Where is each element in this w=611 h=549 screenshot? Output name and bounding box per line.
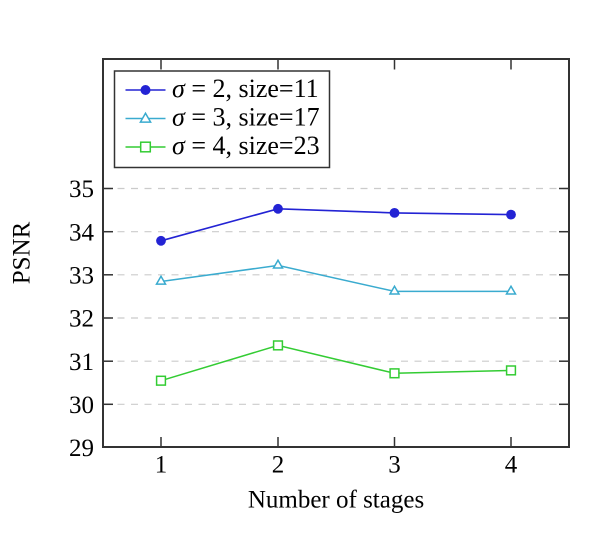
svg-text:σ = 4, size=23: σ = 4, size=23	[172, 131, 320, 160]
svg-text:σ = 2, size=11: σ = 2, size=11	[172, 74, 319, 103]
svg-text:32: 32	[69, 306, 94, 333]
svg-text:30: 30	[69, 392, 94, 419]
svg-text:4: 4	[505, 452, 518, 479]
svg-text:34: 34	[69, 219, 95, 246]
svg-text:29: 29	[69, 435, 94, 462]
svg-text:PSNR: PSNR	[9, 221, 36, 284]
svg-text:1: 1	[155, 452, 168, 479]
svg-text:σ = 3, size=17: σ = 3, size=17	[172, 103, 320, 132]
svg-text:33: 33	[69, 263, 94, 290]
svg-text:31: 31	[69, 349, 94, 376]
svg-text:35: 35	[69, 176, 94, 203]
svg-text:3: 3	[388, 452, 401, 479]
svg-text:Number of stages: Number of stages	[248, 487, 424, 514]
svg-text:2: 2	[272, 452, 285, 479]
